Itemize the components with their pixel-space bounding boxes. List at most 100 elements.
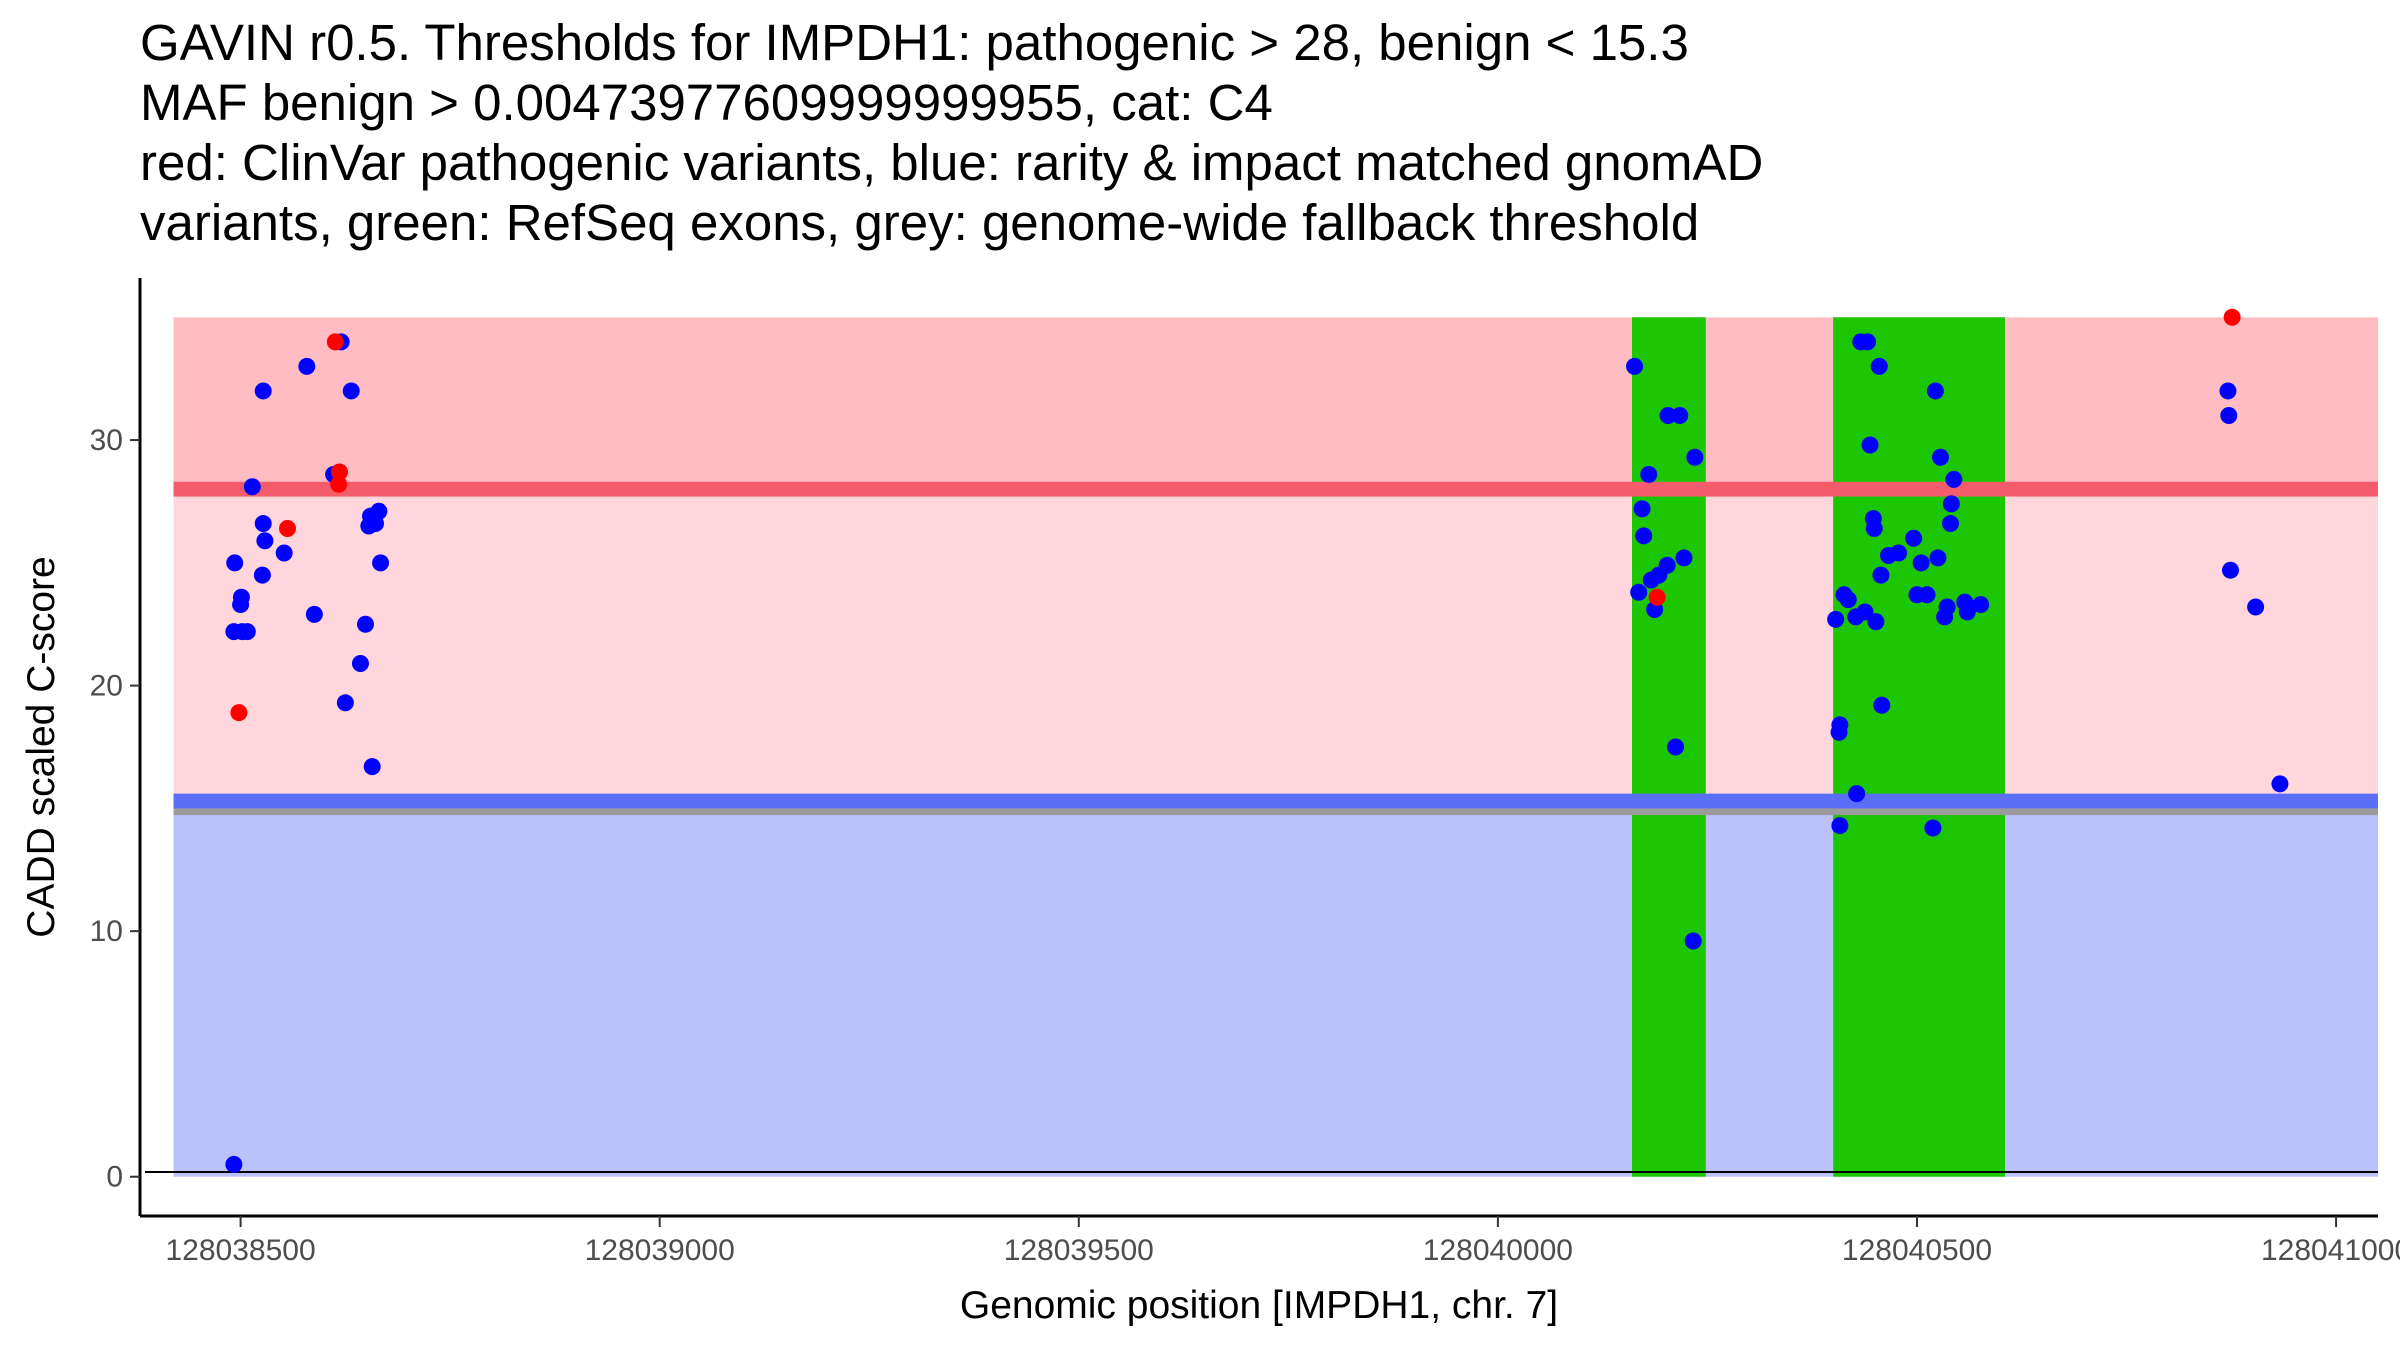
- x-tick-label-128040000: 128040000: [1423, 1234, 1573, 1267]
- clinvar-pathogenic-point-2: [279, 519, 297, 537]
- gnomad-variant-point-57: [1867, 613, 1885, 631]
- x-axis-ticks: 128038500 128039000 128039500 128040000 1280…: [165, 1216, 2400, 1267]
- gnomad-variant-point-28: [1626, 357, 1644, 375]
- gnomad-variant-point-32: [1640, 465, 1658, 483]
- gnomad-variant-point-66: [1918, 586, 1936, 604]
- gnomad-variant-point-13: [298, 357, 316, 375]
- gnomad-variant-point-81: [2221, 561, 2239, 579]
- exon-region-2: [1833, 317, 2005, 1177]
- gnomad-variant-point-62: [1890, 544, 1908, 562]
- clinvar-pathogenic-point-3: [326, 333, 344, 351]
- title-line-4: variants, green: RefSeq exons, grey: gen…: [140, 194, 1699, 251]
- gnomad-variant-point-58: [1870, 357, 1888, 375]
- gnomad-variant-point-60: [1873, 696, 1891, 714]
- title-line-1: GAVIN r0.5. Thresholds for IMPDH1: patho…: [140, 14, 1689, 71]
- axes: 0 10 20 30 128038500 128039000 128039500 12804…: [90, 278, 2400, 1267]
- gnomad-variant-point-42: [1684, 932, 1702, 950]
- gnomad-variant-point-10: [254, 515, 272, 533]
- gnomad-variant-point-31: [1635, 527, 1653, 545]
- gnomad-variant-point-23: [363, 758, 381, 776]
- pathogenic-region: [173, 317, 2379, 490]
- clinvar-pathogenic-point-5: [330, 463, 348, 481]
- y-tick-label-0: 0: [106, 1161, 123, 1194]
- y-tick-label-10: 10: [90, 915, 123, 948]
- gnomad-variant-point-29: [1630, 583, 1648, 601]
- clinvar-pathogenic-point-4: [330, 475, 348, 493]
- clinvar-pathogenic-point-7: [2223, 308, 2241, 326]
- y-axis-title: CADD scaled C-score: [20, 556, 63, 937]
- y-tick-label-30: 30: [90, 424, 123, 457]
- x-tick-label-128039500: 128039500: [1004, 1234, 1154, 1267]
- gnomad-variant-point-72: [1938, 598, 1956, 616]
- title-line-3: red: ClinVar pathogenic variants, blue: …: [140, 134, 1763, 191]
- title-line-2: MAF benign > 0.00473977609999999955, cat…: [140, 74, 1273, 131]
- gnomad-variant-point-1: [226, 554, 244, 572]
- gnomad-variant-point-39: [1671, 407, 1689, 425]
- y-tick-label-20: 20: [90, 670, 123, 703]
- y-axis-ticks: 0 10 20 30: [90, 424, 140, 1194]
- threshold-lines: [173, 481, 2379, 816]
- gnomad-variant-point-73: [1942, 515, 1960, 533]
- benign-threshold-line: [173, 793, 2379, 809]
- gnomad-variant-point-53: [1859, 333, 1877, 351]
- gnomad-variant-point-38: [1667, 738, 1685, 756]
- gnomad-variant-point-36: [1658, 556, 1676, 574]
- gnomad-variant-point-4: [232, 588, 250, 606]
- gnomad-variant-point-12: [275, 544, 293, 562]
- gnomad-variant-point-45: [1830, 723, 1848, 741]
- gnomad-variant-point-65: [1912, 554, 1930, 572]
- gnomad-variant-point-82: [2247, 598, 2265, 616]
- gnomad-variant-point-18: [342, 382, 360, 400]
- gnomad-variant-point-41: [1686, 448, 1704, 466]
- gnomad-variant-point-52: [1856, 603, 1874, 621]
- gnomad-variant-point-26: [372, 554, 390, 572]
- gnomad-variant-point-43: [1827, 610, 1845, 628]
- gnomad-variant-point-19: [351, 655, 369, 673]
- gnomad-variant-point-70: [1931, 448, 1949, 466]
- x-tick-label-128039000: 128039000: [585, 1234, 735, 1267]
- gnomad-variant-point-63: [1905, 529, 1923, 547]
- gnomad-variant-point-9: [253, 566, 271, 584]
- threshold-bands: [173, 317, 2379, 1177]
- gnomad-variant-point-37: [1659, 407, 1677, 425]
- gnomad-variant-point-77: [1958, 603, 1976, 621]
- clinvar-pathogenic-point-6: [1648, 588, 1666, 606]
- gnomad-variant-point-54: [1861, 436, 1879, 454]
- gnomad-variant-point-11: [256, 532, 274, 550]
- gnomad-variant-point-56: [1865, 519, 1883, 537]
- x-tick-label-128038500: 128038500: [165, 1234, 315, 1267]
- gnomad-variant-point-25: [370, 502, 388, 520]
- gnomad-variant-point-27: [225, 1155, 243, 1173]
- chart-title: GAVIN r0.5. Thresholds for IMPDH1: patho…: [140, 14, 1763, 251]
- x-tick-label-128041000: 128041000: [2261, 1234, 2400, 1267]
- x-tick-label-128040500: 128040500: [1842, 1234, 1992, 1267]
- gnomad-variant-point-74: [1942, 495, 1960, 513]
- gnomad-variant-point-68: [1926, 382, 1944, 400]
- data-points: [225, 308, 2289, 1173]
- gnomad-variant-point-6: [238, 623, 256, 641]
- intermediate-region: [173, 489, 2379, 802]
- benign-region: [173, 801, 2379, 1177]
- gnomad-variant-point-48: [1839, 591, 1857, 609]
- gnomad-variant-point-46: [1831, 817, 1849, 835]
- gnomad-variant-point-67: [1924, 819, 1942, 837]
- x-axis-title: Genomic position [IMPDH1, chr. 7]: [960, 1284, 1558, 1327]
- gnomad-variant-point-69: [1929, 549, 1947, 567]
- gnomad-variant-point-83: [2271, 775, 2289, 793]
- clinvar-pathogenic-point-1: [230, 704, 248, 722]
- gnomad-variant-point-8: [254, 382, 272, 400]
- gnomad-variant-point-80: [2220, 407, 2238, 425]
- gnomad-variant-point-59: [1872, 566, 1890, 584]
- gnomad-variant-point-7: [243, 478, 261, 496]
- gnomad-variant-point-50: [1848, 785, 1866, 803]
- gnomad-variant-point-14: [305, 605, 323, 623]
- pathogenic-threshold-line: [173, 481, 2379, 497]
- gnomad-variant-point-20: [356, 615, 374, 633]
- gnomad-variant-point-75: [1945, 470, 1963, 488]
- gnomad-variant-point-78: [1972, 596, 1990, 614]
- gnomad-variant-point-30: [1633, 500, 1651, 518]
- fallback-threshold-line: [173, 806, 2379, 816]
- gnomad-variant-point-79: [2219, 382, 2237, 400]
- gnomad-variant-point-40: [1675, 549, 1693, 567]
